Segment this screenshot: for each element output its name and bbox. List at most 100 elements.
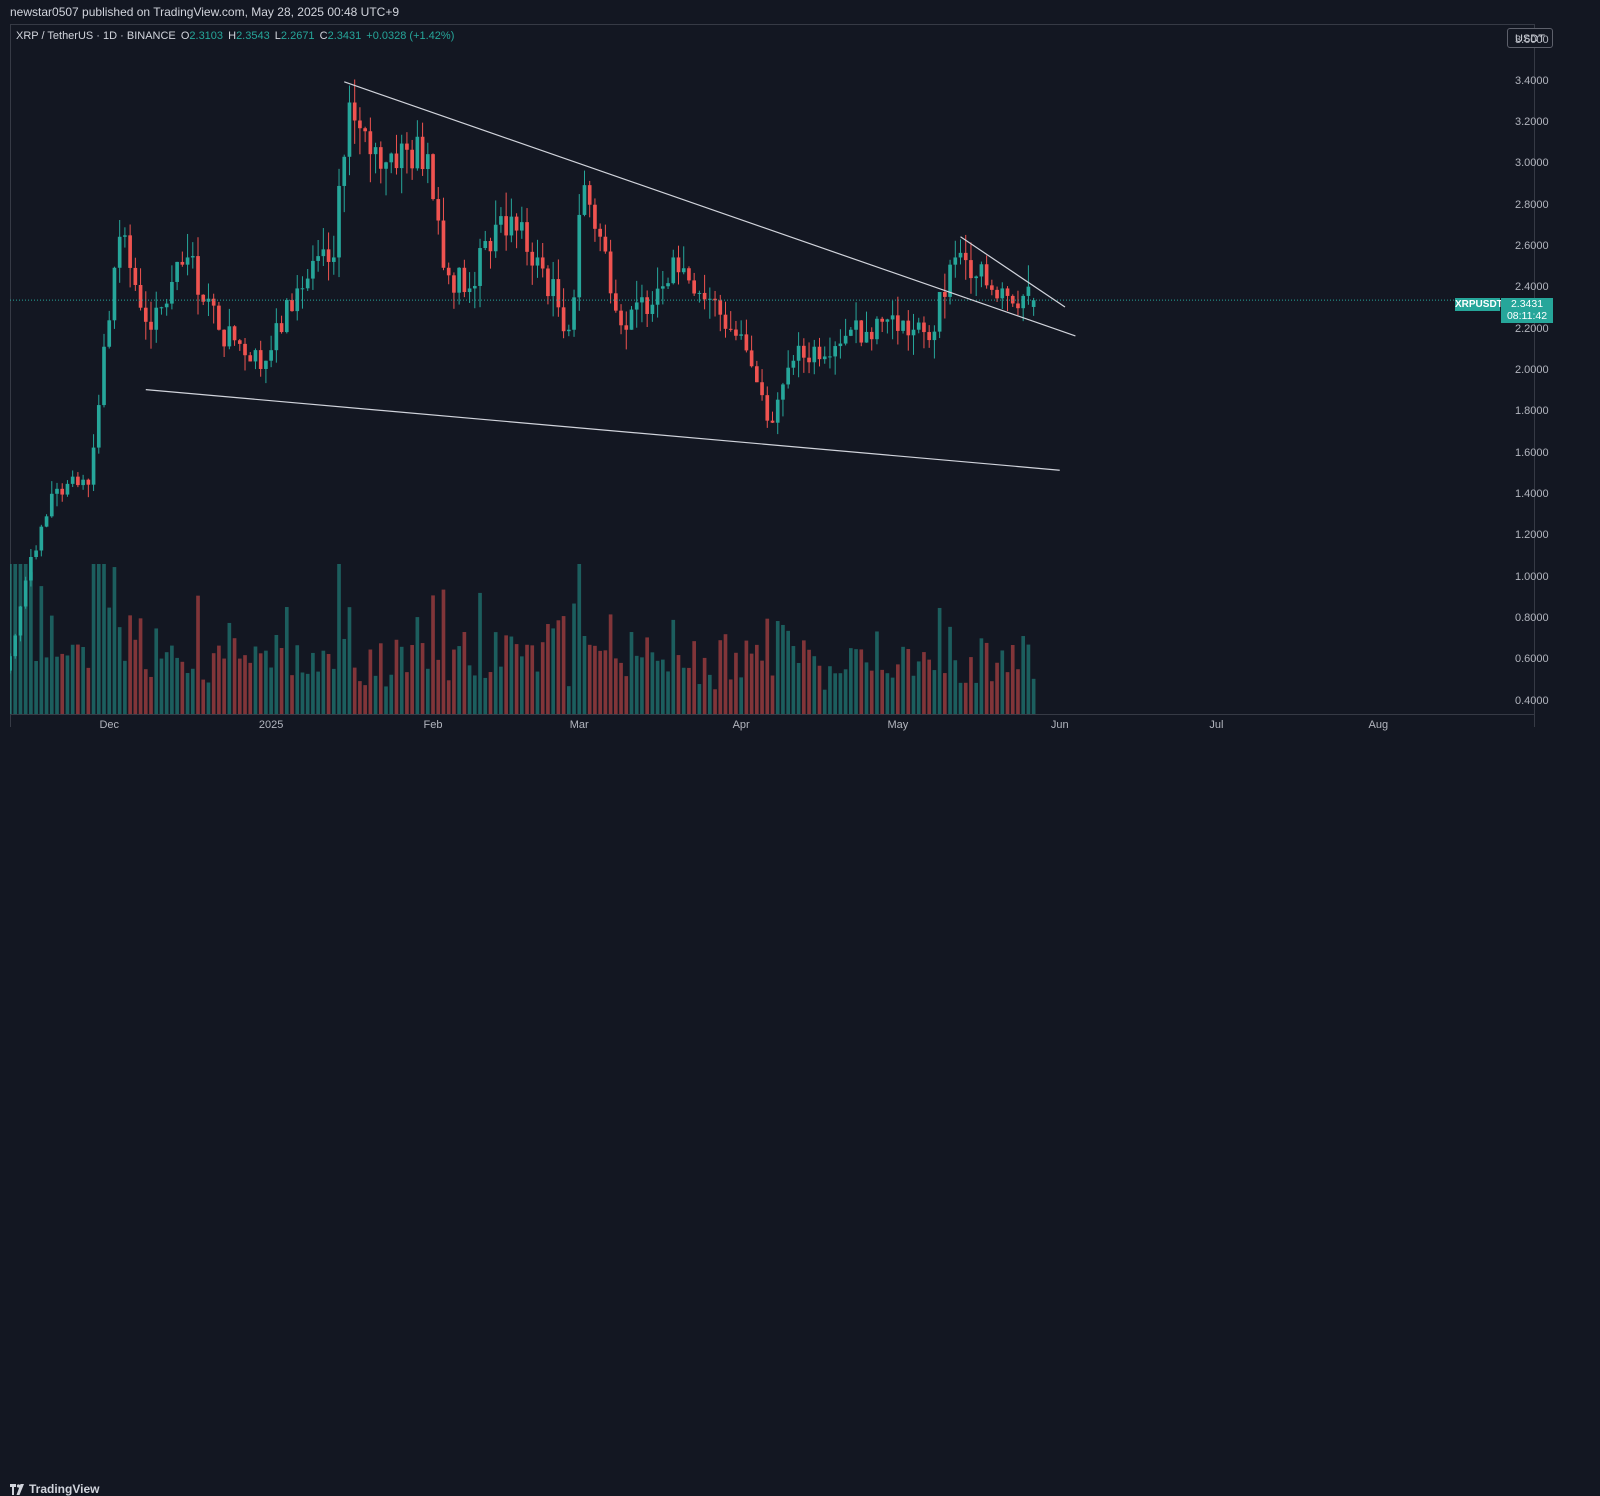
volume-bar xyxy=(133,639,138,714)
volume-bar xyxy=(577,564,582,714)
legend-symbol: XRP / TetherUS · 1D · BINANCE xyxy=(16,30,176,42)
volume-bar xyxy=(843,669,848,714)
volume-bar xyxy=(86,667,91,714)
candle-body xyxy=(640,297,644,303)
volume-bar xyxy=(415,617,420,714)
candle-body xyxy=(264,360,268,369)
volume-bar xyxy=(483,677,488,714)
currency-button[interactable]: USDT xyxy=(1507,28,1553,48)
candle-body xyxy=(613,293,618,311)
last-price-symbol: XRPUSDT xyxy=(1455,298,1503,311)
volume-bar xyxy=(885,673,890,714)
volume-bar xyxy=(478,592,482,714)
volume-bar xyxy=(60,653,65,714)
volume-bar xyxy=(948,626,952,714)
candle-body xyxy=(906,320,911,336)
volume-bar xyxy=(1016,669,1020,714)
legend-open-label: O xyxy=(180,30,190,42)
legend-change: +0.0328 (+1.42%) xyxy=(366,30,455,42)
candle-body xyxy=(812,346,817,363)
time-axis[interactable] xyxy=(10,714,1535,737)
volume-bar xyxy=(943,673,947,714)
volume-bar xyxy=(969,657,973,714)
volume-bar xyxy=(373,675,378,714)
chart-plot-area[interactable] xyxy=(10,24,1535,727)
candle-body xyxy=(305,278,310,289)
volume-bar xyxy=(305,673,310,714)
candle-body xyxy=(577,214,582,298)
volume-bar xyxy=(123,660,127,714)
candle-body xyxy=(117,236,122,268)
volume-bar xyxy=(613,658,618,714)
volume-bar xyxy=(347,607,352,714)
candle-body xyxy=(713,298,717,301)
volume-bar xyxy=(1010,645,1015,714)
candle-body xyxy=(185,257,190,265)
volume-bar xyxy=(384,686,388,714)
candle-body xyxy=(869,331,874,340)
volume-bar xyxy=(175,657,179,714)
volume-bar xyxy=(587,644,592,714)
candle-body xyxy=(786,367,790,385)
candle-body xyxy=(13,635,18,657)
candle-body xyxy=(29,556,33,581)
volume-bar xyxy=(786,630,790,714)
candle-body xyxy=(415,136,420,169)
candle-body xyxy=(896,315,900,331)
volume-bar xyxy=(170,645,174,714)
candle-body xyxy=(598,228,602,237)
candle-body xyxy=(217,305,221,330)
volume-bar xyxy=(519,656,524,714)
volume-bar xyxy=(29,572,33,714)
volume-bar xyxy=(927,659,932,714)
volume-bar xyxy=(452,649,456,714)
candle-body xyxy=(49,493,54,517)
candle-body xyxy=(582,185,587,215)
chart-canvas[interactable] xyxy=(10,24,1535,714)
price-tick: 1.2000 xyxy=(1515,529,1549,542)
candle-body xyxy=(248,355,253,362)
volume-bar xyxy=(817,665,822,714)
volume-bar xyxy=(232,638,237,714)
tradingview-logo[interactable]: TradingView xyxy=(10,1482,99,1496)
volume-bar xyxy=(812,656,817,714)
candle-body xyxy=(472,285,477,289)
volume-bar xyxy=(958,682,963,714)
candle-body xyxy=(201,294,206,302)
price-tick: 2.8000 xyxy=(1515,198,1549,211)
volume-bar xyxy=(363,685,367,714)
volume-bar xyxy=(311,652,315,714)
volume-bar xyxy=(378,643,383,714)
volume-bar xyxy=(206,682,211,714)
volume-bar xyxy=(593,645,597,714)
trendline-upper-resistance xyxy=(344,81,1076,337)
candle-body xyxy=(91,447,96,485)
volume-bar xyxy=(880,669,885,714)
candle-body xyxy=(927,332,932,341)
volume-bar xyxy=(180,661,185,714)
volume-bar xyxy=(624,676,629,714)
candle-body xyxy=(44,516,49,527)
volume-bar xyxy=(765,618,770,714)
symbol-legend: XRP / TetherUS · 1D · BINANCE O2.3103 H2… xyxy=(16,30,454,42)
volume-bar xyxy=(833,673,837,714)
volume-bar xyxy=(222,658,226,714)
legend-close: 2.3431 xyxy=(327,30,362,42)
volume-bar xyxy=(190,668,195,714)
candle-body xyxy=(180,261,185,265)
candle-body xyxy=(467,288,472,293)
candle-body xyxy=(425,154,430,170)
candle-body xyxy=(817,346,822,360)
volume-bar xyxy=(420,643,425,714)
volume-bar xyxy=(749,653,754,714)
volume-bar xyxy=(890,677,895,714)
candle-body xyxy=(452,275,456,293)
candle-body xyxy=(175,261,179,282)
candle-body xyxy=(890,315,895,320)
candle-body xyxy=(937,291,942,332)
candle-body xyxy=(1000,288,1005,299)
candle-body xyxy=(749,350,754,367)
candle-body xyxy=(697,292,702,294)
candle-body xyxy=(60,488,65,495)
top-bar: newstar0507 published on TradingView.com… xyxy=(0,0,1600,24)
